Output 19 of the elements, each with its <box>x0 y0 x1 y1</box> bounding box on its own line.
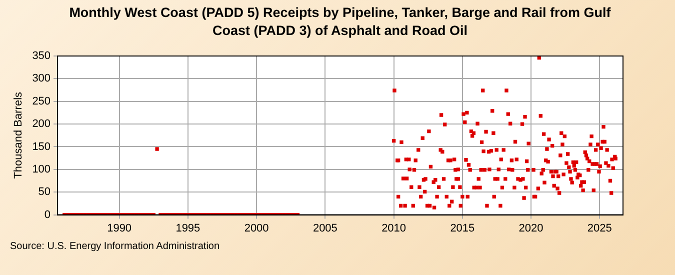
source-note: Source: U.S. Energy Information Administration <box>10 241 220 252</box>
x-tick-label: 1995 <box>176 222 200 234</box>
y-tick-label: 200 <box>32 118 51 130</box>
chart-title: Monthly West Coast (PADD 5) Receipts by Pipeline, Tanker, Barge and Rail from Gulf Coast (PADD 3) of Asphalt and Road Oil <box>68 4 612 40</box>
y-tick-label: 250 <box>32 95 51 108</box>
y-axis-title: Thousand Barrels <box>12 91 25 179</box>
y-tick-label: 100 <box>32 163 51 176</box>
x-tick-label: 2025 <box>587 222 612 234</box>
x-tick-label: 2005 <box>312 222 338 234</box>
y-tick-label: 50 <box>38 186 51 198</box>
y-tick-label: 350 <box>32 50 51 62</box>
y-tick-label: 300 <box>32 72 51 85</box>
x-tick-label: 1990 <box>107 222 132 234</box>
x-tick-label: 2010 <box>382 222 406 234</box>
x-tick-label: 2000 <box>244 222 269 234</box>
y-tick-label: 0 <box>44 208 51 221</box>
x-tick-label: 2020 <box>518 222 544 234</box>
x-tick-label: 2015 <box>450 222 475 234</box>
y-tick-label: 150 <box>32 140 51 153</box>
